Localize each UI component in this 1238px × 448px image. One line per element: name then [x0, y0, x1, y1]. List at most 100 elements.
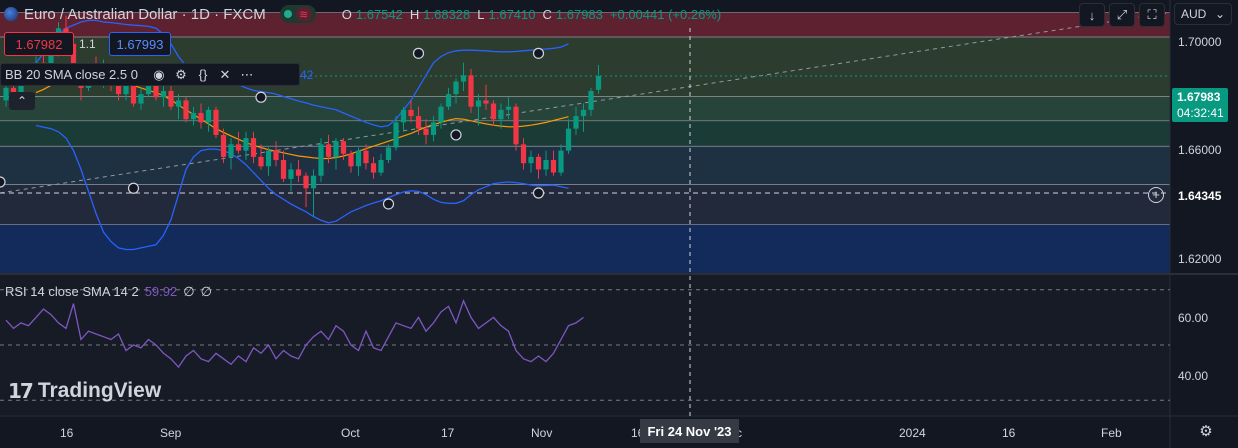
ohlc-high-key: H	[409, 6, 420, 22]
candle-body	[400, 109, 407, 123]
candle-body	[370, 163, 377, 173]
candle-body	[213, 109, 219, 135]
add-alert-button[interactable]: +	[1148, 187, 1164, 203]
rsi-panel	[0, 289, 1170, 401]
price-axis-label: 1.70000	[1178, 35, 1222, 49]
band-markers	[0, 47, 545, 210]
tradingview-logo-icon: 17	[8, 379, 34, 403]
time-axis-label: c	[736, 426, 742, 440]
ohlc-open-key: O	[341, 6, 352, 22]
candle-body	[363, 150, 369, 164]
last-price: 1.67983	[1177, 90, 1221, 104]
ohlc-high-value: 1.68328	[423, 6, 471, 22]
gear-icon[interactable]: ⚙	[175, 66, 187, 82]
candle-body	[265, 150, 272, 167]
price-zone	[0, 12, 1170, 38]
ohlc-low-key: L	[477, 6, 485, 22]
close-icon[interactable]: ✕	[219, 66, 231, 82]
band-marker	[532, 187, 545, 199]
candle-body	[595, 75, 602, 90]
rsi-indicator-legend[interactable]: RSI 14 close SMA 14 2 59.92 ∅ ∅	[5, 284, 212, 300]
candle-body	[393, 122, 399, 148]
euro-flag-icon[interactable]	[4, 7, 18, 21]
candle-body	[333, 141, 339, 157]
price-axis-label: 1.66000	[1178, 143, 1222, 157]
time-axis-label: 17	[441, 426, 455, 440]
candle-body	[258, 156, 264, 167]
candle-body	[123, 84, 129, 95]
bb-lower-line	[35, 124, 569, 251]
ohlc-close-value: 1.67983	[555, 6, 603, 22]
rsi-axis-label: 60.00	[1178, 311, 1209, 325]
candle-body	[190, 112, 197, 120]
rsi-band-value: ∅	[200, 284, 212, 299]
candle-countdown: 04:32:41	[1177, 106, 1224, 120]
eye-icon[interactable]: ◉	[153, 66, 165, 82]
gear-icon[interactable]: ⚙	[1199, 423, 1213, 440]
candle-body	[468, 75, 474, 107]
screenshot-button[interactable]: ⛶	[1139, 3, 1165, 27]
candle-body	[573, 116, 579, 129]
candle-body	[243, 138, 249, 151]
candle-body	[205, 109, 212, 123]
time-axis-label: 16	[1002, 426, 1016, 440]
market-status[interactable]: ≋	[279, 5, 316, 23]
price-zone	[0, 96, 1170, 121]
quantity-value[interactable]: 1.1	[79, 37, 96, 51]
plus-icon: +	[1152, 187, 1160, 202]
candle-body	[3, 87, 9, 101]
collapse-legend-button[interactable]: ⌃	[9, 92, 35, 110]
support-resistance-zones	[0, 12, 1170, 273]
expand-icon: ⤢	[1116, 7, 1128, 22]
scroll-down-button[interactable]: ↓	[1079, 3, 1105, 27]
candle-body	[303, 175, 309, 189]
currency-select[interactable]: AUD ⌄	[1174, 3, 1232, 25]
fullscreen-button[interactable]: ⤢	[1109, 3, 1135, 27]
bb-legend-value: 42	[300, 68, 314, 82]
tradingview-watermark[interactable]: 17 TradingView	[8, 379, 161, 403]
candle-body	[70, 43, 77, 70]
candle-body	[183, 100, 189, 120]
ohlc-open-value: 1.67542	[355, 6, 403, 22]
time-axis-label: Nov	[531, 426, 553, 440]
bb-indicator-legend[interactable]: BB 20 SMA close 2.5 0 ◉ ⚙ {} ✕ ⋯	[0, 63, 300, 86]
rsi-axis-label: 40.00	[1178, 369, 1209, 383]
currency-value: AUD	[1181, 7, 1207, 21]
candle-body	[280, 160, 287, 179]
candle-body	[505, 106, 512, 110]
candle-body	[445, 94, 452, 107]
candle-body	[528, 156, 534, 164]
rsi-legend-text: RSI 14 close SMA 14 2	[5, 284, 139, 299]
candle-body	[325, 144, 332, 157]
sell-button[interactable]: 1.67982	[4, 32, 74, 56]
candle-body	[138, 94, 144, 104]
candle-body	[438, 106, 444, 123]
more-icon[interactable]: ⋯	[240, 66, 254, 82]
bb-legend-text: BB 20 SMA close 2.5 0	[5, 67, 138, 82]
ohlc-close-key: C	[542, 6, 552, 22]
source-code-icon[interactable]: {}	[198, 67, 208, 82]
chevron-up-icon: ⌃	[16, 94, 28, 108]
candle-body	[558, 150, 564, 173]
price-axis-label: 1.62000	[1178, 252, 1222, 266]
candle-body	[580, 109, 587, 117]
price-zone	[0, 146, 1170, 185]
buy-button[interactable]: 1.67993	[109, 32, 171, 56]
candle-body	[168, 91, 174, 107]
time-axis-label: Sep	[160, 426, 182, 440]
candle-body	[423, 128, 429, 135]
bb-upper-line	[35, 19, 569, 128]
candle-body	[235, 144, 242, 151]
candle-body	[48, 50, 54, 73]
candle-body	[520, 144, 527, 164]
candle-body	[250, 138, 257, 157]
frame-icon: ⛶	[1147, 7, 1157, 22]
candle-body	[160, 91, 167, 98]
price-zone	[0, 120, 1170, 147]
candle-body	[295, 169, 302, 176]
candle-body	[355, 150, 362, 167]
candle-body	[415, 116, 422, 129]
symbol-title[interactable]: Euro / Australian Dollar · 1D · FXCM	[24, 5, 266, 23]
candle-body	[340, 141, 347, 154]
